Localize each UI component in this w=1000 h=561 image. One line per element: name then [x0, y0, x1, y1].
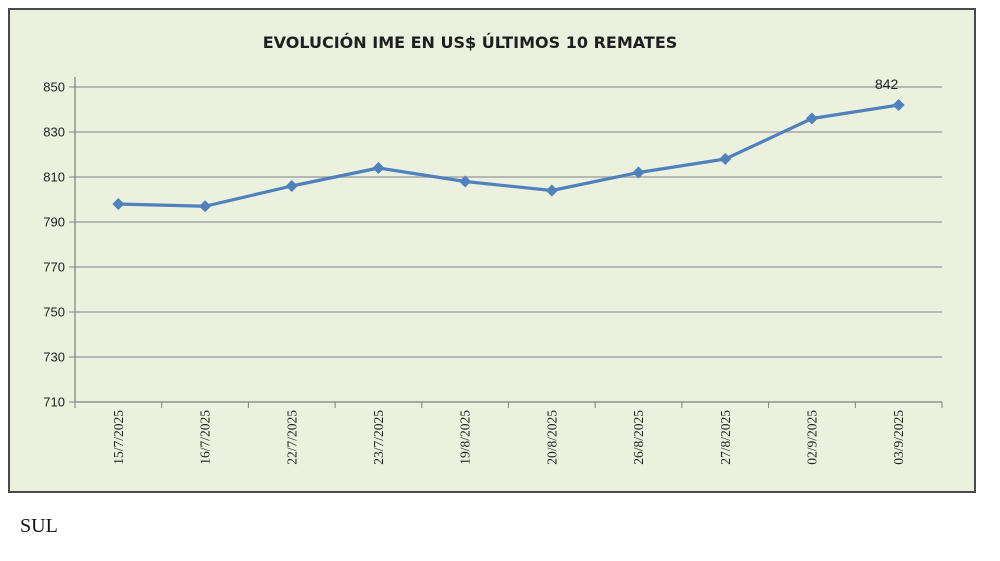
- data-point: [372, 162, 385, 174]
- x-tick-label: 20/8/2025: [544, 410, 559, 465]
- y-tick-label: 790: [43, 215, 65, 230]
- x-tick-label: 23/7/2025: [371, 410, 386, 465]
- y-tick-label: 810: [43, 170, 65, 185]
- data-labels: 842: [875, 76, 899, 92]
- series-layer: [112, 99, 905, 213]
- data-point: [805, 112, 818, 125]
- x-tick-label: 19/8/2025: [458, 410, 473, 465]
- series-line: [118, 103, 899, 208]
- chart-frame: EVOLUCIÓN IME EN US$ ÚLTIMOS 10 REMATES …: [8, 8, 976, 493]
- data-point: [459, 175, 472, 188]
- y-tick-label: 730: [43, 350, 65, 365]
- line-chart: EVOLUCIÓN IME EN US$ ÚLTIMOS 10 REMATES …: [43, 33, 943, 465]
- data-point: [719, 153, 732, 165]
- x-tick-label: 27/8/2025: [718, 410, 733, 465]
- data-point: [632, 166, 645, 179]
- x-tick-label: 26/8/2025: [631, 410, 646, 465]
- caption: SUL: [20, 515, 58, 537]
- y-tick-label: 770: [43, 260, 65, 275]
- gridlines: [75, 86, 942, 358]
- data-point: [285, 180, 298, 192]
- data-point: [545, 184, 558, 197]
- y-tick-label: 850: [43, 80, 65, 95]
- x-tick-labels: 15/7/2025 16/7/2025 22/7/2025 23/7/2025 19/8…: [111, 410, 906, 465]
- x-tick-label: 16/7/2025: [198, 410, 213, 465]
- data-point: [199, 200, 212, 213]
- data-label: 842: [875, 76, 899, 92]
- chart-title: EVOLUCIÓN IME EN US$ ÚLTIMOS 10 REMATES: [263, 33, 678, 52]
- y-tick-labels: 710 730 750 770 790 810 830 850: [43, 80, 65, 410]
- axes: [69, 77, 943, 408]
- y-tick-label: 710: [43, 395, 65, 410]
- x-tick-label: 02/9/2025: [804, 410, 819, 465]
- x-tick-label: 15/7/2025: [111, 410, 126, 465]
- y-tick-label: 830: [43, 125, 65, 140]
- x-tick-label: 22/7/2025: [284, 410, 299, 465]
- x-tick-label: 03/9/2025: [891, 410, 906, 465]
- data-point: [892, 99, 905, 111]
- data-point: [112, 198, 125, 210]
- y-tick-label: 750: [43, 305, 65, 320]
